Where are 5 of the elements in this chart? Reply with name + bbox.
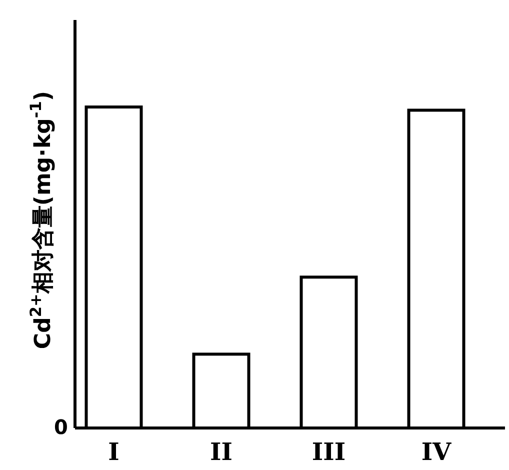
x-tick-label: IV <box>421 437 452 466</box>
x-tick-label: II <box>210 437 232 466</box>
x-tick-label: I <box>108 437 120 466</box>
x-tick-label: III <box>312 437 346 466</box>
text: 0 <box>54 415 68 439</box>
